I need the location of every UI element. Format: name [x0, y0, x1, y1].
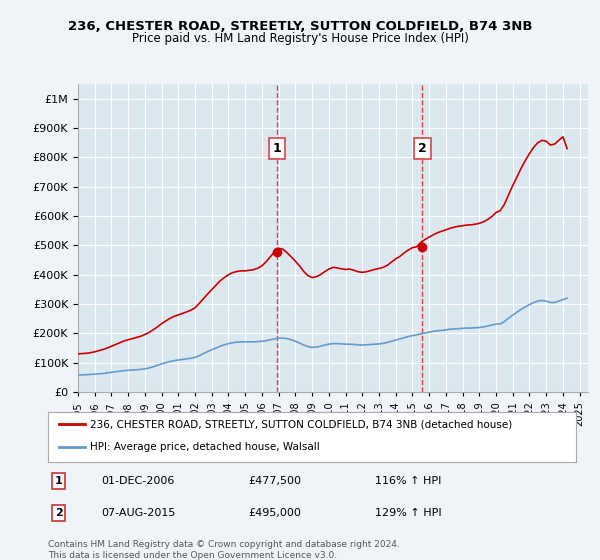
Text: Price paid vs. HM Land Registry's House Price Index (HPI): Price paid vs. HM Land Registry's House … [131, 32, 469, 45]
Text: Contains HM Land Registry data © Crown copyright and database right 2024.
This d: Contains HM Land Registry data © Crown c… [48, 540, 400, 560]
Text: 236, CHESTER ROAD, STREETLY, SUTTON COLDFIELD, B74 3NB (detached house): 236, CHESTER ROAD, STREETLY, SUTTON COLD… [90, 419, 512, 429]
Text: £495,000: £495,000 [248, 508, 302, 518]
Text: £477,500: £477,500 [248, 476, 302, 486]
Text: 129% ↑ HPI: 129% ↑ HPI [376, 508, 442, 518]
Text: 01-DEC-2006: 01-DEC-2006 [101, 476, 174, 486]
Text: HPI: Average price, detached house, Walsall: HPI: Average price, detached house, Wals… [90, 442, 320, 452]
Text: 2: 2 [418, 142, 427, 155]
Text: 116% ↑ HPI: 116% ↑ HPI [376, 476, 442, 486]
Text: 2: 2 [55, 508, 62, 518]
Text: 236, CHESTER ROAD, STREETLY, SUTTON COLDFIELD, B74 3NB: 236, CHESTER ROAD, STREETLY, SUTTON COLD… [68, 20, 532, 32]
Text: 1: 1 [55, 476, 62, 486]
Text: 1: 1 [273, 142, 281, 155]
Text: 07-AUG-2015: 07-AUG-2015 [101, 508, 175, 518]
